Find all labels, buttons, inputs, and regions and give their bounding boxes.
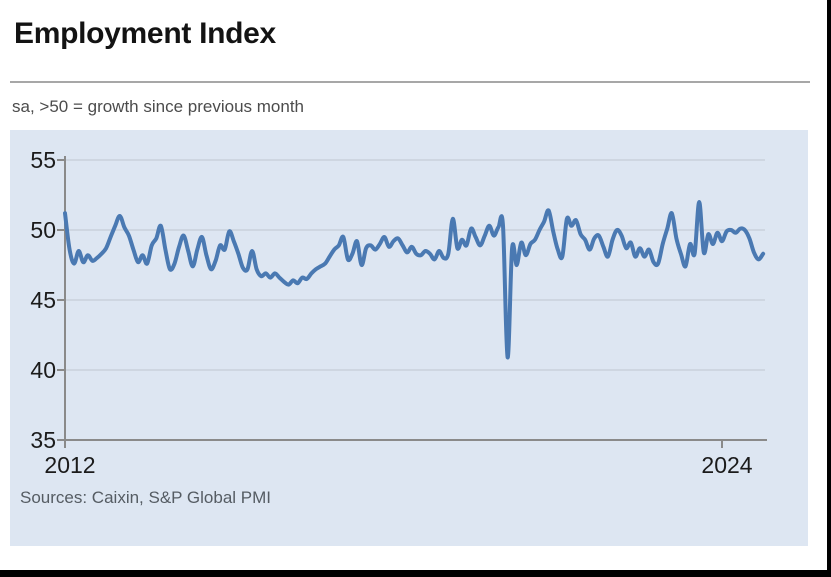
frame-border-bottom	[0, 570, 831, 577]
x-tick-label-2012: 2012	[44, 452, 95, 478]
series-employment-index	[63, 199, 766, 360]
y-tick-label-45: 45	[30, 287, 56, 313]
chart-title: Employment Index	[14, 17, 276, 50]
title-divider	[10, 81, 810, 83]
chart-subtitle: sa, >50 = growth since previous month	[12, 97, 304, 116]
y-tick-label-40: 40	[30, 357, 56, 383]
y-tick-label-35: 35	[30, 427, 56, 453]
frame-border-right	[827, 0, 831, 577]
source-note: Sources: Caixin, S&P Global PMI	[20, 488, 272, 507]
y-tick-label-50: 50	[30, 217, 56, 243]
plot-panel: 55 50 45 40 35 2012 2024 Sources: Caixin, S&P …	[10, 130, 808, 546]
x-tick-label-2024: 2024	[701, 452, 752, 478]
y-tick-label-55: 55	[30, 147, 56, 173]
